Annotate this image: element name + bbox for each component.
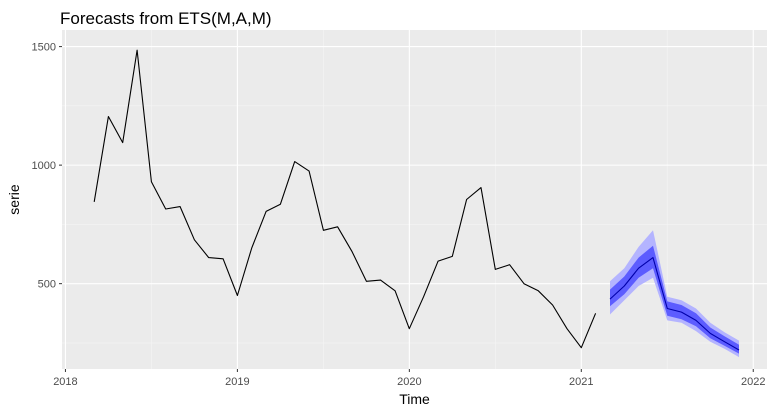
x-axis-title: Time xyxy=(399,391,430,407)
x-tick-label: 2019 xyxy=(225,376,249,388)
plot-panel xyxy=(62,30,767,369)
series-lines xyxy=(93,49,740,351)
minor-gridlines xyxy=(62,30,767,369)
x-tick-label: 2018 xyxy=(53,376,77,388)
y-tick-label: 1000 xyxy=(32,160,56,172)
historical-series-line xyxy=(93,49,597,349)
forecast-mean-line xyxy=(609,257,740,351)
prediction-interval-80 xyxy=(610,245,739,354)
x-tick-label: 2022 xyxy=(741,376,765,388)
y-axis-ticks: 500 1000 1500 xyxy=(32,42,62,291)
x-tick-label: 2021 xyxy=(569,376,593,388)
y-tick-label: 500 xyxy=(38,279,56,291)
y-tick-label: 1500 xyxy=(32,42,56,54)
y-axis-title: serie xyxy=(6,184,22,215)
x-tick-label: 2020 xyxy=(397,376,421,388)
prediction-intervals xyxy=(610,230,739,358)
x-axis-ticks: 2018 2019 2020 2021 2022 xyxy=(53,369,765,388)
chart-title: Forecasts from ETS(M,A,M) xyxy=(60,9,272,28)
major-gridlines xyxy=(62,30,767,369)
